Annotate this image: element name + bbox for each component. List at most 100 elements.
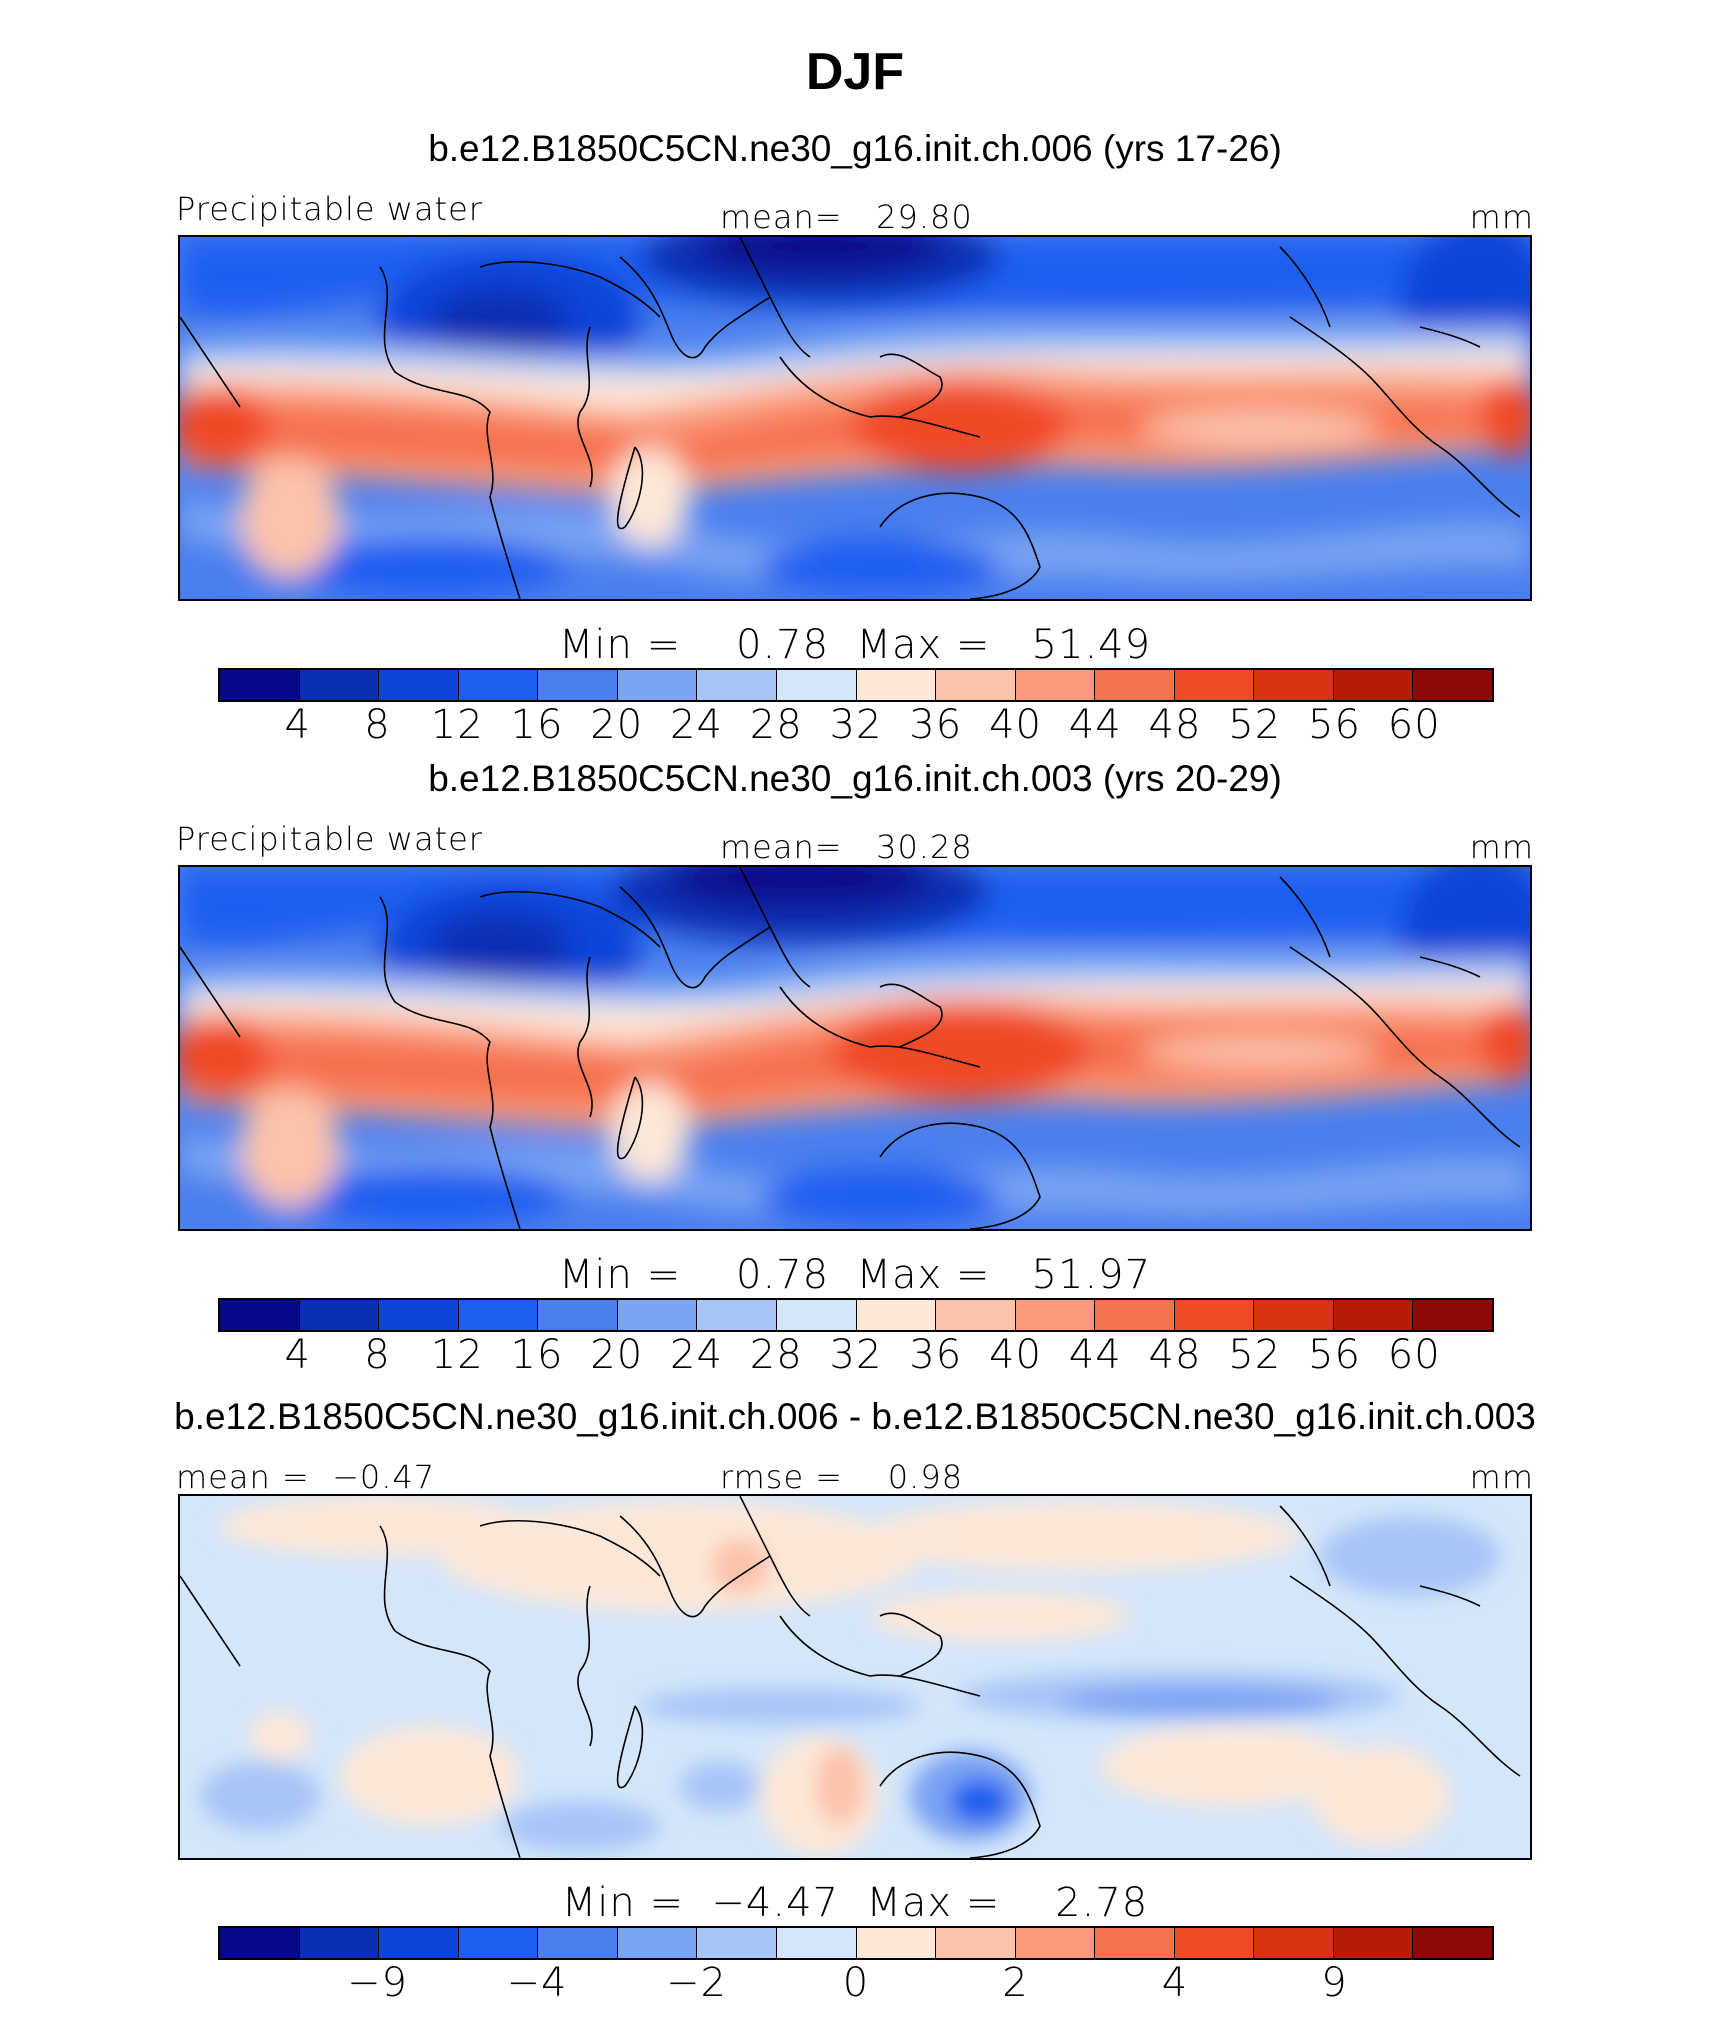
colorbar-tick-label: 48 [1148,1332,1202,1378]
colorbar-tick-label: 56 [1308,1332,1361,1378]
colorbar-tick-label: −4 [506,1960,568,2006]
colorbar-swatch [617,1300,698,1330]
colorbar-tick-label: 16 [510,1332,564,1378]
colorbar-swatch [936,670,1016,700]
colorbar-tick-label: 40 [989,702,1042,748]
colorbar-tick-label: 12 [430,702,484,748]
colorbar-swatch [776,1928,857,1958]
colorbar-swatch [936,1928,1016,1958]
colorbar-swatch [538,1928,618,1958]
panel1-map [178,235,1532,601]
colorbar-swatch [1174,670,1255,700]
colorbar-swatch [856,670,937,700]
panel2-colorbar-ticks: 4 8 12 16 20 24 28 32 36 40 44 48 52 56 60 [218,1332,1494,1378]
panel2-case-title: b.e12.B1850C5CN.ne30_g16.init.ch.003 (yr… [428,758,1282,799]
colorbar-tick-label: 20 [590,702,644,748]
colorbar-swatch [1254,1928,1334,1958]
panel3-map [178,1494,1532,1860]
panel2-field [180,867,1530,1229]
colorbar-swatch [617,670,698,700]
colorbar-tick-label: 8 [364,1332,391,1378]
panel2-mean-label: mean= 30.28 [720,828,973,866]
colorbar-swatch [1174,1928,1255,1958]
colorbar-tick-label: 8 [364,702,391,748]
colorbar-swatch [776,670,857,700]
panel2-variable-label: Precipitable water [176,820,483,858]
colorbar-swatch [1413,1928,1492,1958]
panel3-colorbar-ticks: −9 −4 −2 0 2 4 9 [218,1960,1494,2006]
panel2-map-svg [180,867,1530,1229]
colorbar-tick-label: 16 [510,702,564,748]
colorbar-tick-label: 52 [1228,1332,1282,1378]
colorbar-swatch [1015,1300,1096,1330]
colorbar-tick-label: 0 [842,1960,870,2006]
colorbar-swatch [1333,1300,1414,1330]
colorbar-swatch [1095,670,1175,700]
colorbar-swatch [1015,670,1096,700]
colorbar-tick-label: 24 [670,1332,723,1378]
panel3-map-svg [180,1496,1530,1858]
colorbar-tick-label: 2 [1002,1960,1029,2006]
panel1-case-title: b.e12.B1850C5CN.ne30_g16.init.ch.006 (yr… [428,128,1282,169]
panel2-coastlines [180,867,1521,1229]
colorbar-tick-label: 60 [1387,702,1441,748]
colorbar-swatch [936,1300,1016,1330]
panel1-minmax: Min = 0.78 Max = 51.49 [558,622,1152,668]
colorbar-swatch [299,670,380,700]
colorbar-swatch [379,670,459,700]
colorbar-swatch [1333,670,1414,700]
colorbar-tick-label: 36 [909,702,963,748]
panel2-minmax: Min = 0.78 Max = 51.97 [558,1252,1152,1298]
panel1-coastlines [180,237,1521,599]
panel1-variable-label: Precipitable water [176,190,483,228]
colorbar-swatch [1254,670,1334,700]
colorbar-swatch [379,1300,459,1330]
panel3-units-label: mm [1469,1458,1534,1496]
colorbar-swatch [1333,1928,1414,1958]
colorbar-swatch [538,1300,618,1330]
colorbar-tick-label: 32 [829,702,883,748]
colorbar-swatch [299,1928,380,1958]
panel3-minmax: Min = −4.47 Max = 2.78 [561,1880,1149,1926]
colorbar-tick-label: 56 [1308,702,1361,748]
panel2-colorbar [218,1298,1494,1332]
colorbar-tick-label: 36 [909,1332,963,1378]
panel3-rmse-label: rmse = 0.98 [720,1458,964,1496]
colorbar-tick-label: −2 [666,1960,727,2006]
panel1-map-svg [180,237,1530,599]
panel3-mean-label: mean = −0.47 [176,1458,436,1496]
colorbar-swatch [697,1300,777,1330]
colorbar-tick-label: 44 [1068,702,1122,748]
colorbar-swatch [379,1928,459,1958]
colorbar-swatch [1413,670,1492,700]
colorbar-tick-label: 60 [1387,1332,1441,1378]
figure-title: DJF [805,43,905,101]
panel3-case-title: b.e12.B1850C5CN.ne30_g16.init.ch.006 - b… [174,1396,1536,1437]
colorbar-swatch [1174,1300,1255,1330]
panel2-units-label: mm [1469,828,1534,866]
colorbar-tick-label: 4 [284,702,311,748]
colorbar-tick-label: 4 [284,1332,311,1378]
colorbar-swatch [458,1928,539,1958]
panel1-colorbar-ticks: 4 8 12 16 20 24 28 32 36 40 44 48 52 56 60 [218,702,1494,748]
colorbar-swatch [538,670,618,700]
panel1-colorbar [218,668,1494,702]
colorbar-swatch [856,1300,937,1330]
panel3-colorbar [218,1926,1494,1960]
colorbar-swatch [220,670,300,700]
colorbar-swatch [458,1300,539,1330]
colorbar-swatch [1015,1928,1096,1958]
colorbar-tick-label: 12 [430,1332,484,1378]
colorbar-tick-label: 9 [1321,1960,1348,2006]
colorbar-swatch [1413,1300,1492,1330]
colorbar-tick-label: −9 [347,1960,408,2006]
colorbar-tick-label: 28 [749,702,803,748]
colorbar-tick-label: 40 [989,1332,1042,1378]
colorbar-swatch [697,670,777,700]
colorbar-tick-label: 52 [1228,702,1282,748]
colorbar-swatch [220,1928,300,1958]
panel1-mean-label: mean= 29.80 [720,198,973,236]
colorbar-swatch [856,1928,937,1958]
colorbar-tick-label: 24 [670,702,723,748]
panel2-map [178,865,1532,1231]
